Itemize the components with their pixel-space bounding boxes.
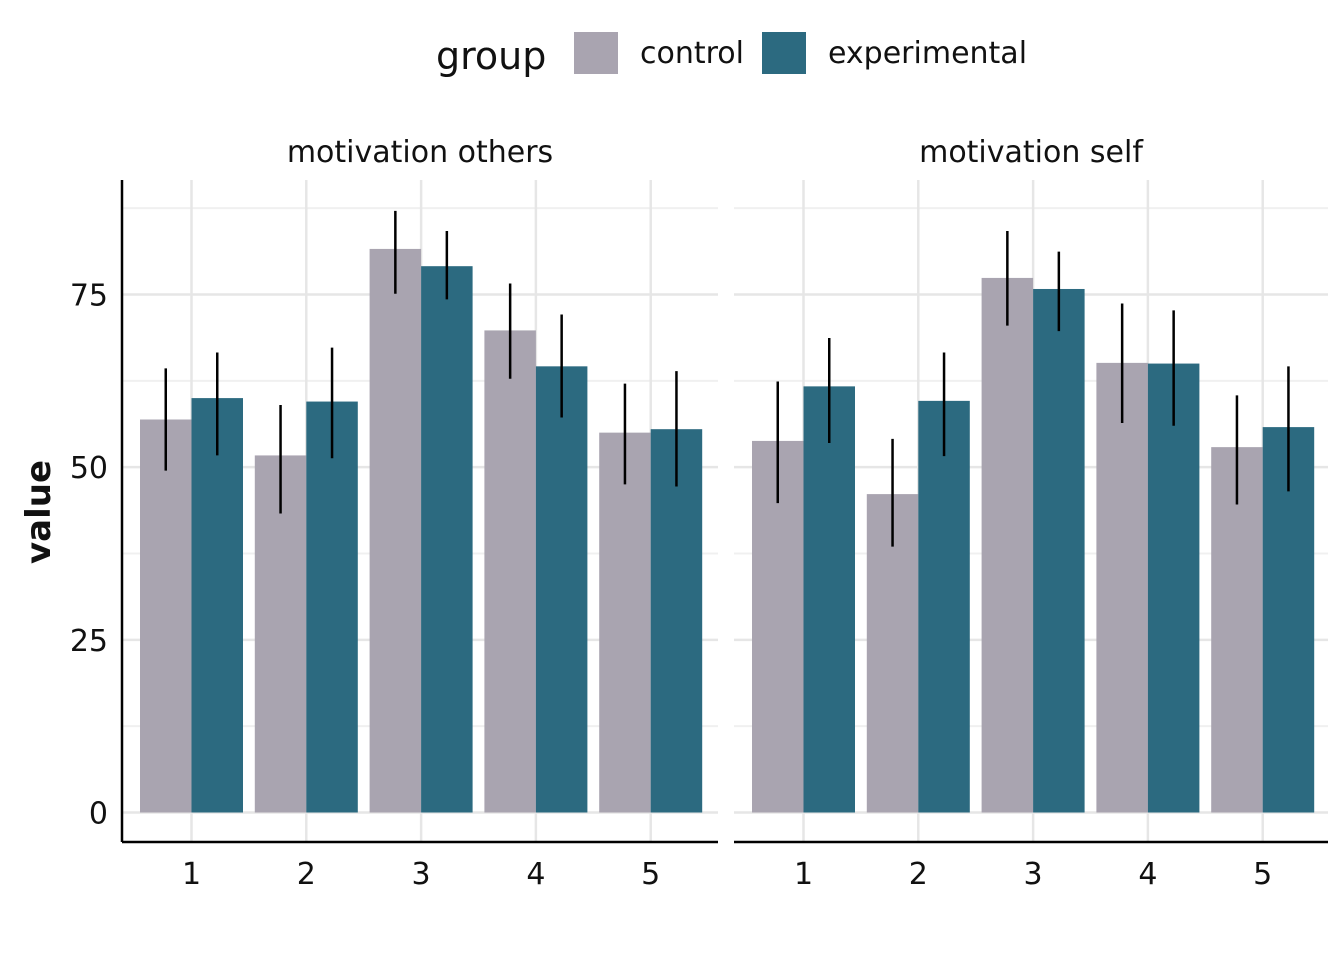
x-tick-label: 3 <box>1024 857 1043 892</box>
legend: group control experimental <box>0 28 1344 88</box>
legend-key-experimental <box>762 32 806 74</box>
x-tick-label: 2 <box>297 857 316 892</box>
bar-control <box>1096 362 1148 813</box>
bar-experimental <box>803 386 855 813</box>
x-tick-label: 5 <box>1253 857 1272 892</box>
y-axis-label: value <box>19 460 59 564</box>
y-tick-label: 25 <box>70 624 108 659</box>
bar-experimental <box>306 401 358 813</box>
bar-control <box>484 330 536 813</box>
x-tick-label: 3 <box>412 857 431 892</box>
x-tick-label: 1 <box>794 857 813 892</box>
bar-control <box>254 455 307 813</box>
bar-experimental <box>918 400 970 813</box>
bar-experimental <box>191 398 243 813</box>
x-tick-label: 4 <box>526 857 545 892</box>
legend-title: group <box>436 34 547 78</box>
bar-experimental <box>1033 288 1085 813</box>
facet-title: motivation others <box>287 135 553 170</box>
bar-experimental <box>1147 363 1200 813</box>
legend-label-control: control <box>640 36 744 71</box>
legend-key-control <box>574 32 618 74</box>
bar-control <box>981 277 1034 813</box>
x-tick-label: 2 <box>909 857 928 892</box>
bar-control <box>866 494 919 813</box>
x-tick-label: 5 <box>641 857 660 892</box>
bar-experimental <box>535 366 588 813</box>
y-tick-label: 0 <box>89 797 108 832</box>
bar-control <box>1211 447 1263 813</box>
bar-experimental <box>421 266 473 813</box>
legend-label-experimental: experimental <box>828 36 1028 71</box>
x-tick-label: 4 <box>1138 857 1157 892</box>
bar-control <box>599 432 651 813</box>
bar-experimental <box>650 429 703 813</box>
bar-control <box>369 248 422 813</box>
y-tick-label: 75 <box>70 279 108 314</box>
y-tick-label: 50 <box>70 451 108 486</box>
bar-control <box>140 419 192 813</box>
facet-title: motivation self <box>919 135 1144 170</box>
x-tick-label: 1 <box>182 857 201 892</box>
